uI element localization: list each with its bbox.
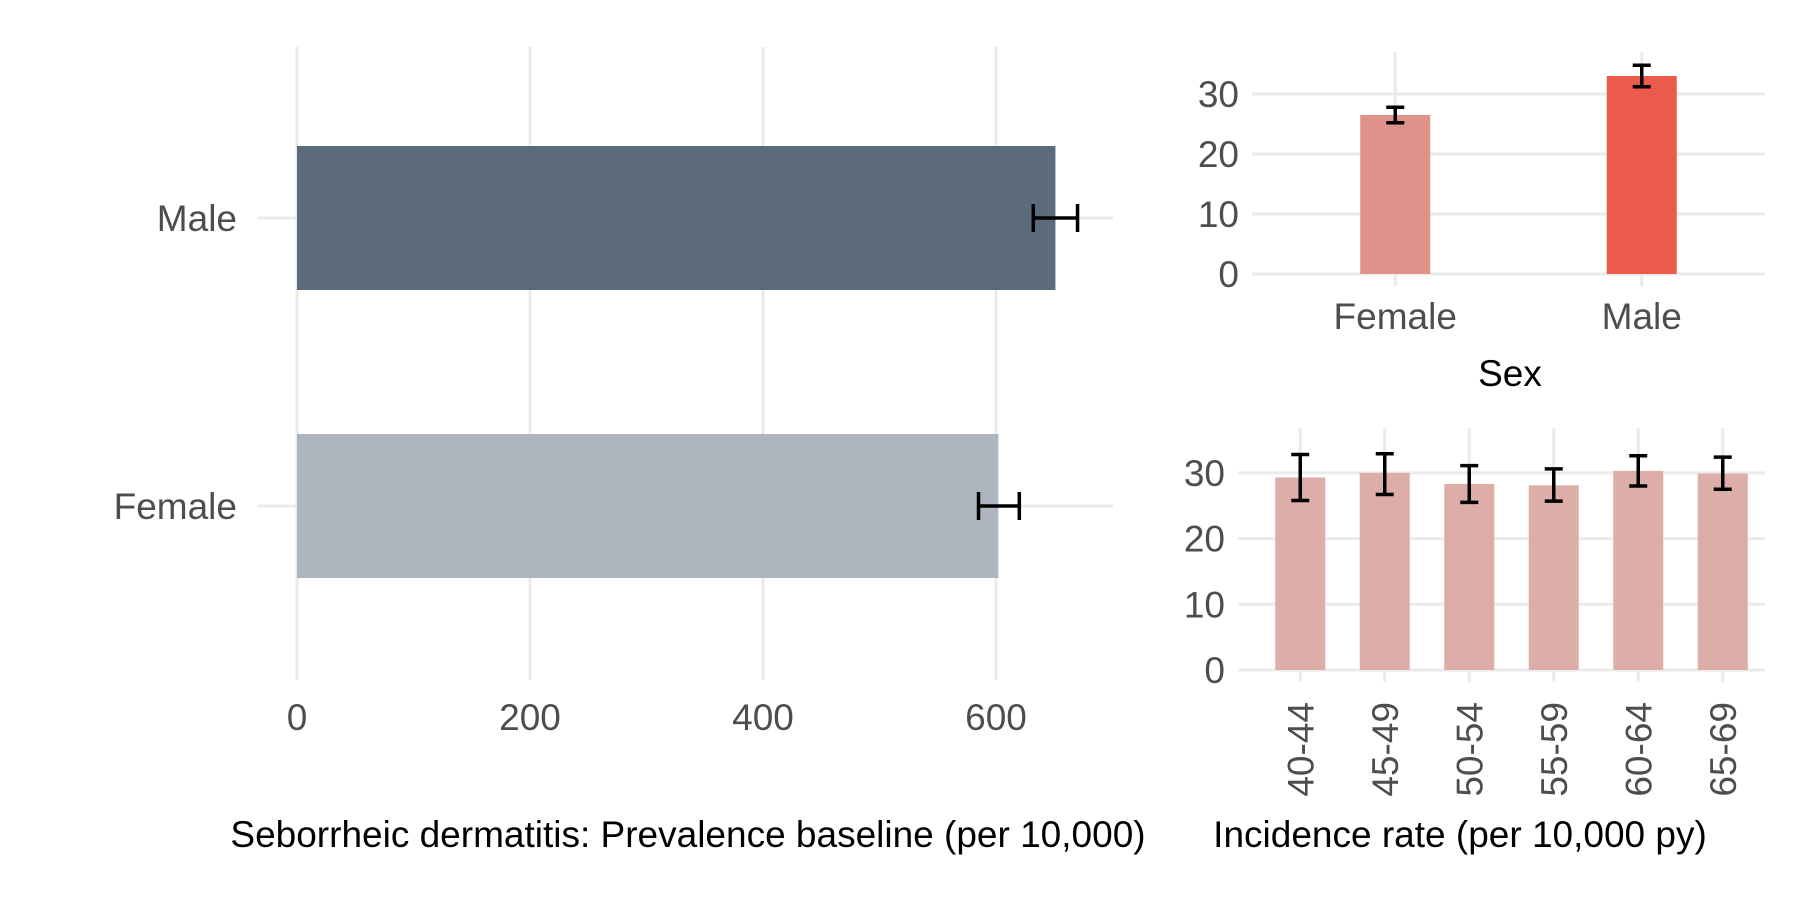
age-bar [1444, 484, 1495, 670]
sex-y-tick-label: 30 [1198, 74, 1239, 115]
age-y-tick-label: 30 [1184, 453, 1225, 494]
prevalence-y-tick-label: Male [157, 198, 237, 239]
sex-y-tick-label: 0 [1218, 254, 1239, 295]
prevalence-y-tick-label: Female [114, 486, 237, 527]
sex-y-tick-label: 10 [1198, 194, 1239, 235]
incidence-by-sex-panel: 0 10 20 30 Female Male [1198, 52, 1765, 337]
incidence-by-age-panel: 0 10 20 30 40-44 45-49 50-54 55-59 60-64 65-69 [1184, 428, 1765, 797]
age-y-tick-label: 10 [1184, 584, 1225, 625]
age-x-tick-label: 50-54 [1449, 702, 1490, 797]
age-x-tick-label: 45-49 [1365, 702, 1406, 797]
age-bar [1697, 473, 1748, 670]
sex-bar [1360, 115, 1431, 274]
prevalence-x-tick-label: 0 [287, 697, 308, 738]
sex-x-tick-label: Male [1602, 296, 1682, 337]
sex-y-tick-label: 20 [1198, 134, 1239, 175]
age-x-tick-label: 65-69 [1703, 702, 1744, 797]
age-y-tick-label: 20 [1184, 519, 1225, 560]
prevalence-x-tick-label: 600 [965, 697, 1027, 738]
sex-x-axis-title: Sex [1478, 353, 1542, 394]
sex-bar [1606, 76, 1677, 274]
prevalence-x-tick-label: 400 [732, 697, 794, 738]
age-bar [1528, 485, 1579, 670]
prevalence-bar-female [297, 434, 999, 578]
age-bar [1613, 470, 1664, 670]
prevalence-bar-male [297, 146, 1056, 290]
age-x-tick-label: 55-59 [1534, 702, 1575, 797]
age-x-tick-label: 40-44 [1280, 702, 1321, 797]
age-bar [1359, 472, 1410, 670]
age-x-tick-label: 60-64 [1618, 702, 1659, 797]
sex-x-tick-label: Female [1334, 296, 1457, 337]
prevalence-panel: 0 200 400 600 Female Male [114, 47, 1113, 738]
prevalence-x-tick-label: 200 [499, 697, 561, 738]
age-bar [1275, 477, 1326, 670]
age-y-tick-label: 0 [1204, 650, 1225, 691]
prevalence-x-axis-title: Seborrheic dermatitis: Prevalence baseli… [230, 814, 1145, 855]
incidence-x-axis-title: Incidence rate (per 10,000 py) [1213, 814, 1707, 855]
